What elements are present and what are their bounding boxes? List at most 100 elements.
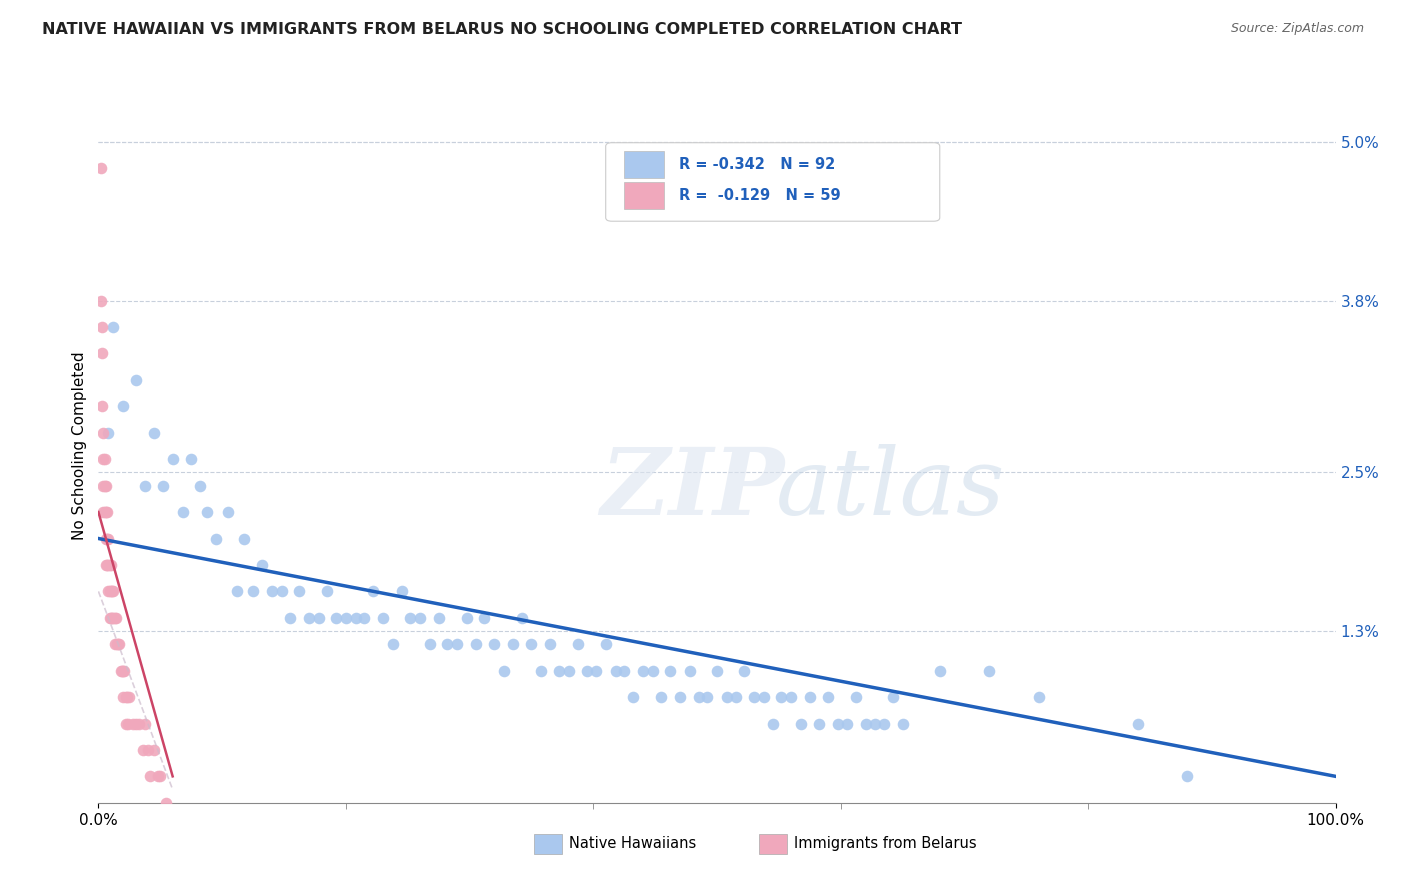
Point (117, 716, 139, 731)
Point (659, 664, 682, 678)
Point (288, 584, 311, 599)
Point (891, 716, 914, 731)
Point (464, 637, 486, 651)
Point (567, 637, 589, 651)
Point (97, 558, 120, 572)
Point (353, 611, 375, 625)
Point (93, 425, 115, 440)
Point (112, 400, 135, 414)
Point (807, 716, 830, 731)
Text: Source: ZipAtlas.com: Source: ZipAtlas.com (1230, 22, 1364, 36)
Point (134, 716, 156, 731)
Point (1126, 716, 1149, 731)
Point (409, 611, 432, 625)
Point (91, 346, 114, 360)
Point (752, 690, 775, 704)
Point (484, 637, 506, 651)
Point (103, 637, 125, 651)
Text: Immigrants from Belarus: Immigrants from Belarus (794, 837, 977, 851)
Point (391, 584, 413, 599)
Point (650, 690, 672, 704)
Point (134, 478, 156, 492)
Point (679, 664, 702, 678)
Point (799, 690, 821, 704)
Point (335, 611, 357, 625)
Point (100, 584, 122, 599)
Point (105, 637, 128, 651)
Point (696, 690, 718, 704)
Point (250, 558, 273, 572)
Point (93, 478, 115, 492)
Point (260, 584, 283, 599)
Point (845, 690, 868, 704)
Point (316, 584, 339, 599)
Point (96, 532, 118, 546)
Point (111, 664, 134, 678)
Point (716, 690, 738, 704)
Point (510, 611, 533, 625)
Point (143, 425, 166, 440)
Point (103, 611, 125, 625)
Point (103, 611, 125, 625)
Point (124, 373, 146, 387)
Point (139, 769, 162, 783)
Point (94, 532, 117, 546)
Point (361, 584, 384, 599)
Point (270, 584, 292, 599)
Point (149, 769, 172, 783)
Point (124, 716, 146, 731)
Point (146, 769, 169, 783)
Point (93, 452, 115, 467)
Point (96, 558, 118, 572)
Point (436, 637, 458, 651)
Point (143, 743, 166, 757)
Point (100, 558, 122, 572)
Point (180, 452, 202, 467)
Text: atlas: atlas (776, 444, 1005, 533)
Point (96, 505, 118, 519)
Point (136, 743, 159, 757)
FancyBboxPatch shape (606, 143, 939, 221)
Point (530, 664, 553, 678)
Point (585, 664, 607, 678)
Point (155, 796, 177, 810)
Point (605, 664, 627, 678)
Point (115, 690, 138, 704)
Point (128, 716, 150, 731)
Point (1175, 769, 1198, 783)
Point (865, 716, 887, 731)
Point (94, 478, 117, 492)
Point (97, 425, 120, 440)
Point (108, 637, 131, 651)
Text: Native Hawaiians: Native Hawaiians (569, 837, 697, 851)
Point (98, 584, 121, 599)
Point (112, 690, 135, 704)
Point (93, 478, 115, 492)
Point (817, 690, 839, 704)
Point (688, 690, 710, 704)
Point (93, 505, 115, 519)
Point (882, 690, 904, 704)
Point (298, 611, 321, 625)
Point (742, 690, 765, 704)
Point (97, 532, 120, 546)
Text: R = -0.342   N = 92: R = -0.342 N = 92 (679, 157, 835, 171)
Point (103, 584, 125, 599)
Point (733, 664, 755, 678)
Point (538, 637, 561, 651)
Point (520, 637, 543, 651)
Point (669, 690, 692, 704)
Point (381, 637, 404, 651)
FancyBboxPatch shape (624, 182, 664, 209)
Point (91, 320, 114, 334)
Point (474, 611, 496, 625)
FancyBboxPatch shape (534, 834, 562, 854)
Point (762, 716, 785, 731)
Point (112, 664, 135, 678)
Point (122, 716, 145, 731)
Point (132, 743, 155, 757)
Point (162, 452, 184, 467)
Point (93, 452, 115, 467)
Point (979, 664, 1001, 678)
Point (595, 637, 617, 651)
